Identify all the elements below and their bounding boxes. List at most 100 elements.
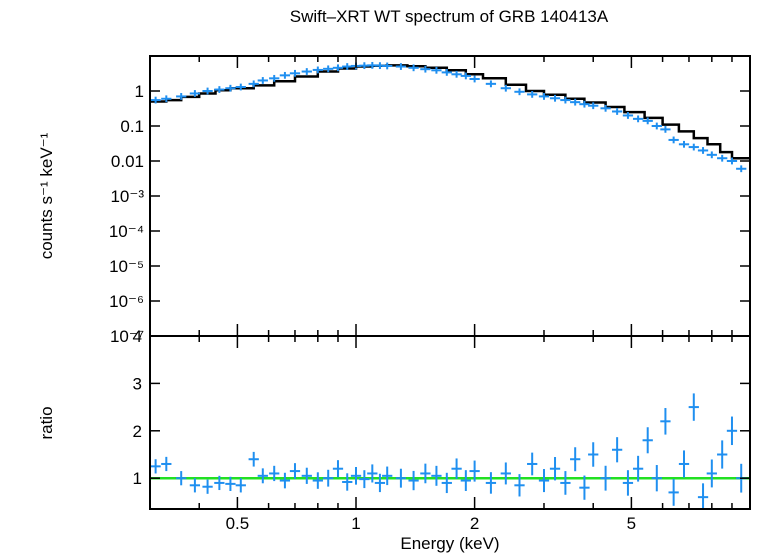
ratio-data-point — [538, 469, 550, 493]
spectrum-data-point — [382, 62, 393, 70]
x-tick-label: 2 — [470, 514, 479, 533]
spectrum-data-point — [301, 68, 312, 75]
ratio-data-point — [460, 470, 471, 491]
spectrum-data-point — [189, 90, 201, 97]
y-tick-label: 0.01 — [111, 152, 144, 171]
top-panel-frame — [149, 55, 751, 337]
ratio-data-point — [726, 416, 738, 446]
ratio-data-point — [225, 476, 236, 491]
ratio-data-point — [660, 408, 671, 435]
ratio-data-point — [301, 467, 312, 484]
spectrum-data-point — [726, 157, 738, 165]
ratio-data-point — [668, 479, 679, 506]
spectrum-data-point — [600, 104, 611, 112]
spectrum-data-point — [202, 87, 213, 95]
ratio-data-point — [289, 463, 301, 480]
ratio-data-point — [279, 472, 291, 489]
y-tick-label: 10⁻³ — [110, 187, 144, 206]
spectrum-data-point — [485, 80, 497, 88]
y-tick-label: 1 — [133, 469, 142, 488]
ratio-data-point — [214, 475, 225, 491]
spectrum-data-point — [408, 64, 419, 72]
ratio-data-point — [257, 468, 268, 484]
x-tick-label: 0.5 — [226, 514, 250, 533]
bottom-panel: 1 2 3 4 0.5 1 2 5 ratio Energy (keV) — [37, 327, 751, 553]
ratio-data-point — [706, 459, 717, 488]
spectrum-data-point — [642, 117, 653, 125]
spectrum-data-point — [342, 63, 353, 70]
x-tick-label: 5 — [627, 514, 636, 533]
y-tick-label: 4 — [133, 327, 142, 346]
ratio-data-point — [202, 479, 213, 494]
x-tick-label: 1 — [351, 514, 360, 533]
spectrum-data-point — [161, 95, 172, 103]
spectrum-data-point — [257, 77, 268, 84]
ratio-data-point — [611, 437, 623, 463]
spectrum-data-point — [289, 69, 301, 77]
ratio-data-point — [367, 464, 378, 483]
spectrum-data-point — [451, 70, 462, 78]
spectrum-data-point — [312, 66, 323, 74]
ratio-data-point — [323, 469, 334, 487]
ratio-data-point — [651, 465, 662, 492]
spectrum-data-point — [622, 112, 634, 119]
spectrum-data-point — [527, 91, 538, 98]
spectrum-data-point — [431, 66, 442, 74]
spectrum-data-point — [214, 86, 225, 93]
chart-title: Swift–XRT WT spectrum of GRB 140413A — [290, 7, 609, 26]
top-panel: 1 0.1 0.01 10⁻³ 10⁻⁴ 10⁻⁵ 10⁻⁶ 10⁻⁷ counts s⁻¹ … — [37, 55, 751, 346]
ratio-data-point — [642, 427, 653, 454]
spectrum-data-point — [469, 75, 480, 83]
ratio-data-point — [688, 393, 699, 421]
ratio-data-point — [469, 460, 480, 482]
ratio-data-point — [717, 440, 728, 469]
ratio-data-point — [395, 468, 407, 488]
spectrum-data-point — [717, 154, 728, 162]
spectrum-data-point — [460, 72, 471, 80]
ratio-data-point — [441, 472, 452, 494]
y-tick-label: 10⁻⁷ — [110, 327, 144, 346]
ratio-data-point — [579, 475, 590, 500]
ratio-data-point — [588, 442, 599, 467]
ratio-data-point — [420, 463, 431, 484]
ratio-data-point — [342, 473, 353, 491]
ratio-data-point — [560, 471, 571, 495]
ratio-data-point — [527, 452, 538, 476]
spectrum-data-point — [269, 74, 280, 82]
top-y-axis-title: counts s⁻¹ keV⁻¹ — [37, 132, 56, 259]
spectrum-data-point — [150, 96, 161, 104]
spectrum-data-point — [235, 83, 246, 91]
ratio-data-point — [408, 470, 419, 491]
ratio-data-point — [600, 465, 611, 491]
spectrum-data-point — [323, 65, 334, 73]
ratio-data-point — [332, 460, 344, 478]
spectrum-data-point — [538, 93, 550, 100]
ratio-data-point — [570, 447, 581, 472]
spectrum-data-point — [225, 84, 236, 92]
spectrum-data-point — [570, 98, 581, 106]
spectrum-data-point — [706, 151, 717, 159]
ratio-data-point — [678, 450, 690, 478]
ratio-data-point — [248, 451, 259, 467]
ratio-data-point — [632, 455, 644, 482]
ratio-data-point — [150, 459, 161, 474]
ratio-data-point — [514, 474, 525, 497]
ratio-data-point — [359, 470, 370, 489]
spectrum-data-point — [176, 93, 187, 100]
ratio-data-point — [312, 472, 323, 489]
spectrum-data-point — [611, 108, 623, 115]
spectrum-data-point — [514, 88, 525, 96]
spectrum-data-point — [560, 96, 571, 104]
ratio-data-point — [235, 478, 246, 493]
spectrum-data-point — [660, 126, 671, 133]
spectrum-data-point — [632, 115, 644, 123]
ratio-data-point — [500, 462, 511, 485]
model-step-line — [150, 64, 750, 160]
spectrum-data-point — [549, 94, 561, 102]
ratio-data-point — [269, 465, 280, 482]
spectrum-data-point — [678, 140, 690, 148]
spectrum-data-point — [697, 147, 709, 154]
ratio-data-point — [161, 456, 172, 472]
spectrum-data-point — [651, 122, 662, 130]
